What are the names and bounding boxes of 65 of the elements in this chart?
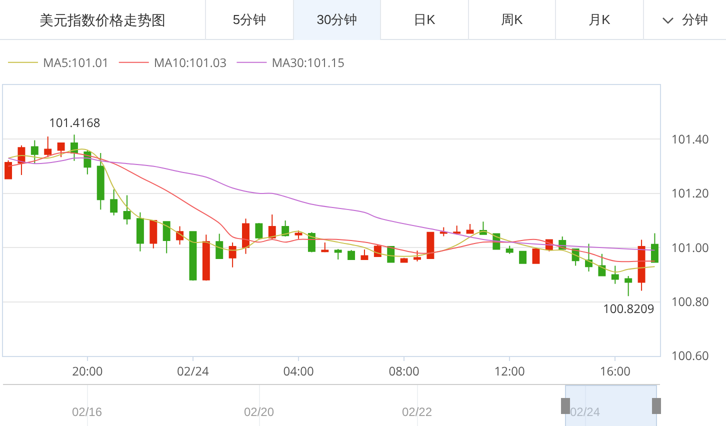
text: 02/16 xyxy=(72,405,102,419)
candlestick xyxy=(321,242,329,253)
y-tick-label: 100.80 xyxy=(671,293,709,310)
candlestick xyxy=(585,243,592,272)
candlestick xyxy=(70,134,78,162)
chart-title: 美元指数价格走势图 xyxy=(38,11,166,30)
candlestick xyxy=(162,221,170,254)
text: 02/20 xyxy=(244,405,274,419)
candlestick xyxy=(242,218,250,254)
x-tick-label: 20:00 xyxy=(72,362,103,380)
candlestick xyxy=(96,152,104,210)
text: 周K xyxy=(468,0,555,40)
candlestick xyxy=(202,234,210,282)
candlestick xyxy=(453,225,461,236)
text: 月K xyxy=(555,0,643,40)
y-tick-label: 101.40 xyxy=(671,130,709,148)
candlestick xyxy=(282,220,290,237)
annotation: 100.8209 xyxy=(603,300,654,317)
candlestick xyxy=(532,248,540,264)
candlestick xyxy=(466,224,474,234)
y-tick-label: 101.20 xyxy=(671,184,709,202)
legend-label: MA5:101.01 xyxy=(43,54,109,72)
candlestick xyxy=(4,160,12,180)
candlestick xyxy=(638,239,646,292)
candlestick xyxy=(624,276,632,297)
candlestick xyxy=(123,194,131,226)
text: 日K xyxy=(380,0,468,40)
candlestick xyxy=(598,253,606,276)
x-tick-label: 08:00 xyxy=(388,362,420,380)
candlestick xyxy=(426,232,434,259)
x-tick-label: 12:00 xyxy=(494,362,526,380)
candlestick xyxy=(611,265,619,284)
candlestick xyxy=(519,250,527,264)
y-tick-label: 101.00 xyxy=(671,238,709,256)
text: 30分钟 xyxy=(293,0,380,40)
y-tick-label: 100.60 xyxy=(671,347,709,364)
text: 02/24 xyxy=(570,405,600,419)
candlestick xyxy=(44,136,52,158)
candlestick xyxy=(400,257,408,263)
candlestick xyxy=(414,250,421,262)
candlestick xyxy=(189,230,197,282)
legend-label: MA10:101.03 xyxy=(154,54,227,72)
candlestick xyxy=(150,220,158,249)
candlestick xyxy=(216,233,224,259)
x-tick-label: 16:00 xyxy=(600,362,631,380)
candlestick xyxy=(268,214,276,240)
candlestick xyxy=(334,248,342,260)
x-tick-label: 04:00 xyxy=(283,362,314,380)
x-tick-label: 02/24 xyxy=(177,362,210,380)
legend-label: MA30:101.15 xyxy=(272,54,345,72)
candlestick xyxy=(294,230,302,240)
candlestick xyxy=(255,222,263,240)
candlestick xyxy=(228,242,236,268)
candlestick xyxy=(110,188,118,216)
text: 分钟 xyxy=(682,12,708,27)
candlestick xyxy=(30,140,38,164)
candlestick xyxy=(57,142,65,158)
text: 02/22 xyxy=(402,405,432,419)
candlestick xyxy=(360,249,368,260)
annotation: 101.4168 xyxy=(49,114,100,131)
text: 5分钟 xyxy=(205,0,293,40)
candlestick xyxy=(506,245,514,254)
candlestick xyxy=(136,212,144,252)
candlestick xyxy=(348,250,356,260)
candlestick xyxy=(650,232,658,263)
